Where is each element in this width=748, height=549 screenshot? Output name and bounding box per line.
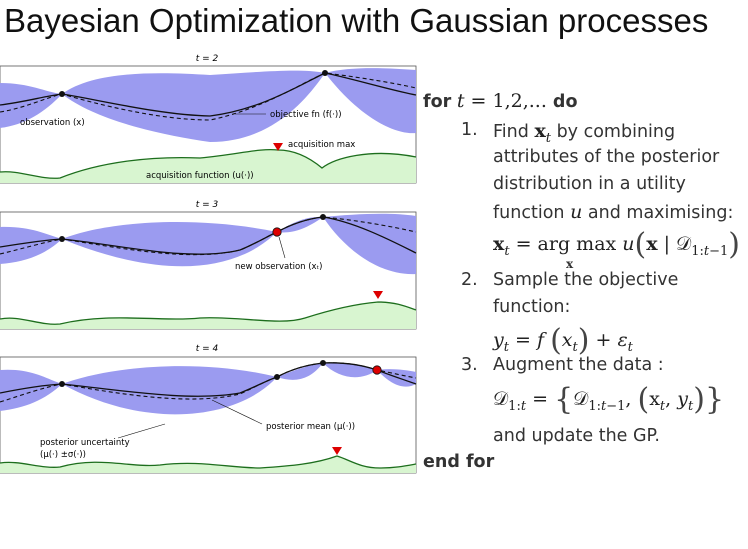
panel-t4-observation-point — [59, 381, 65, 387]
step-2-number: 2. — [461, 270, 478, 290]
panel-t3-observation-point — [320, 214, 326, 220]
step-1-line-2: attributes of the posterior — [493, 147, 720, 167]
step-3-number: 3. — [461, 355, 478, 375]
panel-t4-label: t = 4 — [196, 344, 219, 354]
step-2-line-2: function: — [493, 297, 571, 317]
panel-t3-new-observation-arrow — [278, 236, 286, 259]
step-3-equation: 𝒟1:t = {𝒟1:t−1, (xt, yt)} — [493, 382, 725, 417]
panel-t2-acquisition-max-marker — [273, 143, 283, 151]
panel-t3-uncertainty-band — [0, 213, 416, 275]
panel-t4-uncertainty-sublabel: (μ(·) ±σ(·)) — [40, 450, 86, 460]
panel-t3-new-observation-point — [272, 227, 282, 237]
panel-t4: t = 4 posterior mean (μ(·)) posterior un… — [0, 344, 417, 474]
panel-t2-observation-point — [322, 70, 328, 76]
panel-t3-new-observation-label: new observation (xₜ) — [235, 262, 322, 272]
panel-t3-acquisition-line — [0, 301, 417, 325]
panel-t4-acquisition-max-marker — [332, 447, 342, 455]
for-keyword: for — [423, 92, 452, 112]
end-for-keyword: end for — [423, 452, 495, 472]
panel-t4-posterior-mean-label: posterior mean (μ(·)) — [266, 422, 355, 432]
panel-t2-uncertainty-band — [0, 68, 416, 142]
panel-t2-objective-fn — [0, 72, 417, 121]
panel-t3-acquisition-max-marker — [373, 291, 383, 299]
panel-t3: t = 3 new observation (xₜ) — [0, 200, 417, 330]
panel-t2-acq-max-label: acquisition max — [288, 140, 355, 150]
panel-t2-label: t = 2 — [196, 54, 219, 64]
panel-t2-acquisition-line — [0, 148, 417, 179]
panel-t2-posterior-mean — [0, 72, 417, 117]
step-1-line-4: function u and maximising: — [493, 201, 734, 223]
panel-t4-observation-point — [274, 374, 280, 380]
algo-for-line: for t = 1,2,... do — [423, 90, 578, 112]
panel-t4-uncertainty-arrow — [117, 423, 166, 439]
argmax-subscript: x — [566, 257, 574, 271]
panel-t2-objective-label: objective fn (f(·)) — [270, 110, 342, 120]
step-2-line-1: Sample the objective — [493, 270, 679, 290]
step-3-line-1: Augment the data : — [493, 355, 664, 375]
panel-t2-acq-fn-label: acquisition function (u(·)) — [146, 171, 254, 181]
step-2-equation: yt = f (xt) + εt — [493, 323, 633, 358]
panel-t4-uncertainty-label: posterior uncertainty — [40, 438, 130, 448]
bo-panels-figure: t = 2 objective fn (f(·)) observation (x… — [0, 54, 417, 474]
panel-t2-observation-label: observation (x) — [20, 118, 85, 128]
panel-t4-posterior-mean-arrow — [211, 399, 263, 425]
step-1-equation: xt = arg max u(x | 𝒟1:t−1) — [493, 227, 741, 262]
slide-title: Bayesian Optimization with Gaussian proc… — [4, 2, 709, 39]
for-range: = 1,2,... — [470, 90, 553, 112]
step-1-line-3: distribution in a utility — [493, 174, 686, 194]
panel-t4-observation-point — [320, 360, 326, 366]
panel-t2-acquisition-fill — [0, 149, 416, 183]
panel-t3-observation-point — [59, 236, 65, 242]
panel-t2-observation-point — [59, 91, 65, 97]
step-1-number: 1. — [461, 120, 478, 140]
panel-t4-acquisition-line — [0, 455, 417, 469]
panel-t3-acquisition-fill — [0, 302, 416, 329]
do-keyword: do — [552, 92, 578, 112]
panel-t4-uncertainty-band — [0, 362, 416, 415]
panel-t4-new-observation-point — [372, 365, 382, 375]
step-1-line-1: Find xt by combining — [493, 120, 676, 146]
step-3-line-2: and update the GP. — [493, 426, 660, 446]
panel-t3-label: t = 3 — [196, 200, 219, 210]
panel-t2: t = 2 objective fn (f(·)) observation (x… — [0, 54, 417, 184]
